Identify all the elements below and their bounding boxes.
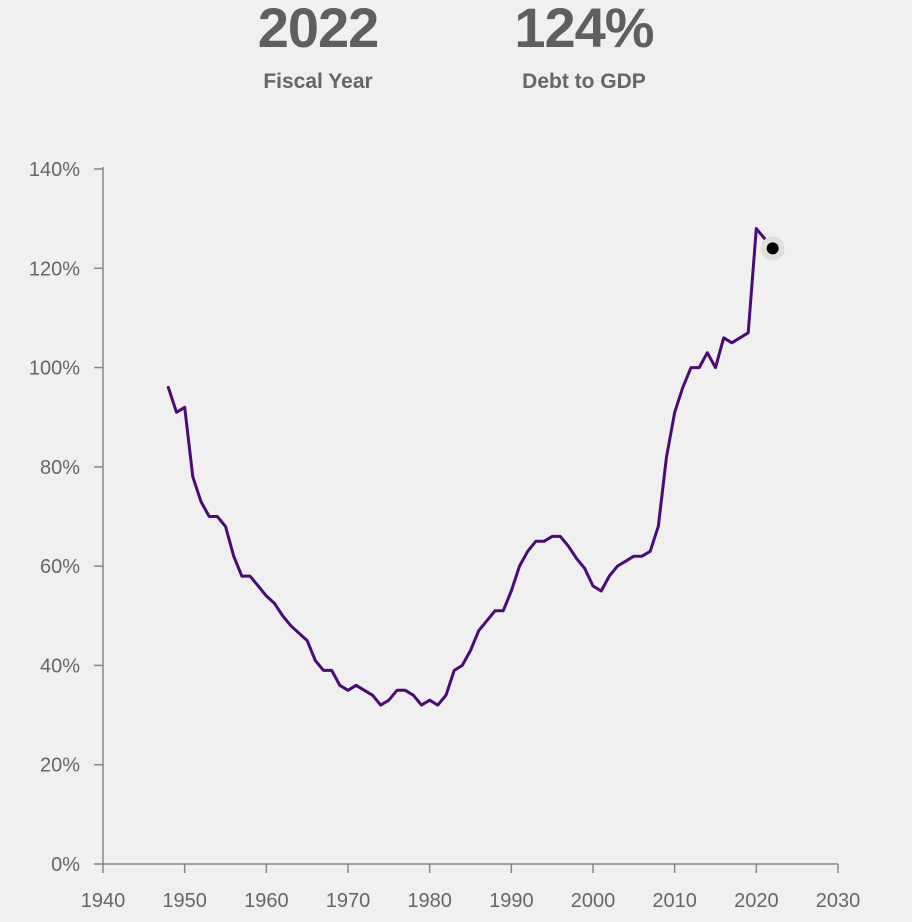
fiscal-year-label: Fiscal Year bbox=[263, 70, 373, 93]
y-axis-tick-label: 140% bbox=[29, 159, 80, 181]
y-axis-tick-label: 120% bbox=[29, 258, 80, 280]
x-axis-tick-label: 2010 bbox=[652, 890, 697, 912]
current-value-marker bbox=[760, 236, 785, 261]
y-axis-tick-label: 80% bbox=[40, 457, 80, 479]
fiscal-year-stat: 2022 Fiscal Year bbox=[218, 0, 418, 94]
debt-to-gdp-label: Debt to GDP bbox=[522, 70, 646, 93]
y-axis-tick-labels: 0% 20% 40% 60% 80% 100% 120% 140% bbox=[29, 159, 80, 876]
chart-series bbox=[166, 227, 775, 707]
x-axis-tick-labels: 1940 1950 1960 1970 1980 1990 2000 2010 2020 2030 bbox=[81, 890, 861, 912]
fiscal-year-value: 2022 bbox=[257, 0, 380, 59]
y-axis-tick-label: 0% bbox=[51, 854, 80, 876]
y-axis-tick-label: 60% bbox=[40, 556, 80, 578]
current-value-point bbox=[766, 242, 779, 255]
debt-to-gdp-series-line bbox=[166, 227, 775, 707]
chart-axes bbox=[94, 167, 839, 873]
debt-to-gdp-value: 124% bbox=[514, 0, 654, 59]
x-axis-tick-label: 2020 bbox=[734, 890, 779, 912]
y-axis-tick-label: 100% bbox=[29, 358, 80, 380]
x-axis-tick-label: 1980 bbox=[407, 890, 452, 912]
x-axis-tick-label: 1970 bbox=[326, 890, 371, 912]
x-axis-tick-label: 1960 bbox=[244, 890, 289, 912]
debt-to-gdp-stat: 124% Debt to GDP bbox=[484, 0, 684, 94]
y-axis-tick-label: 40% bbox=[40, 655, 80, 677]
x-axis-tick-label: 2030 bbox=[816, 890, 861, 912]
y-axis-tick-label: 20% bbox=[40, 755, 80, 777]
x-axis-tick-label: 1940 bbox=[81, 890, 126, 912]
x-axis-tick-label: 1990 bbox=[489, 890, 534, 912]
x-axis-tick-label: 1950 bbox=[162, 890, 207, 912]
x-axis-tick-label: 2000 bbox=[571, 890, 616, 912]
